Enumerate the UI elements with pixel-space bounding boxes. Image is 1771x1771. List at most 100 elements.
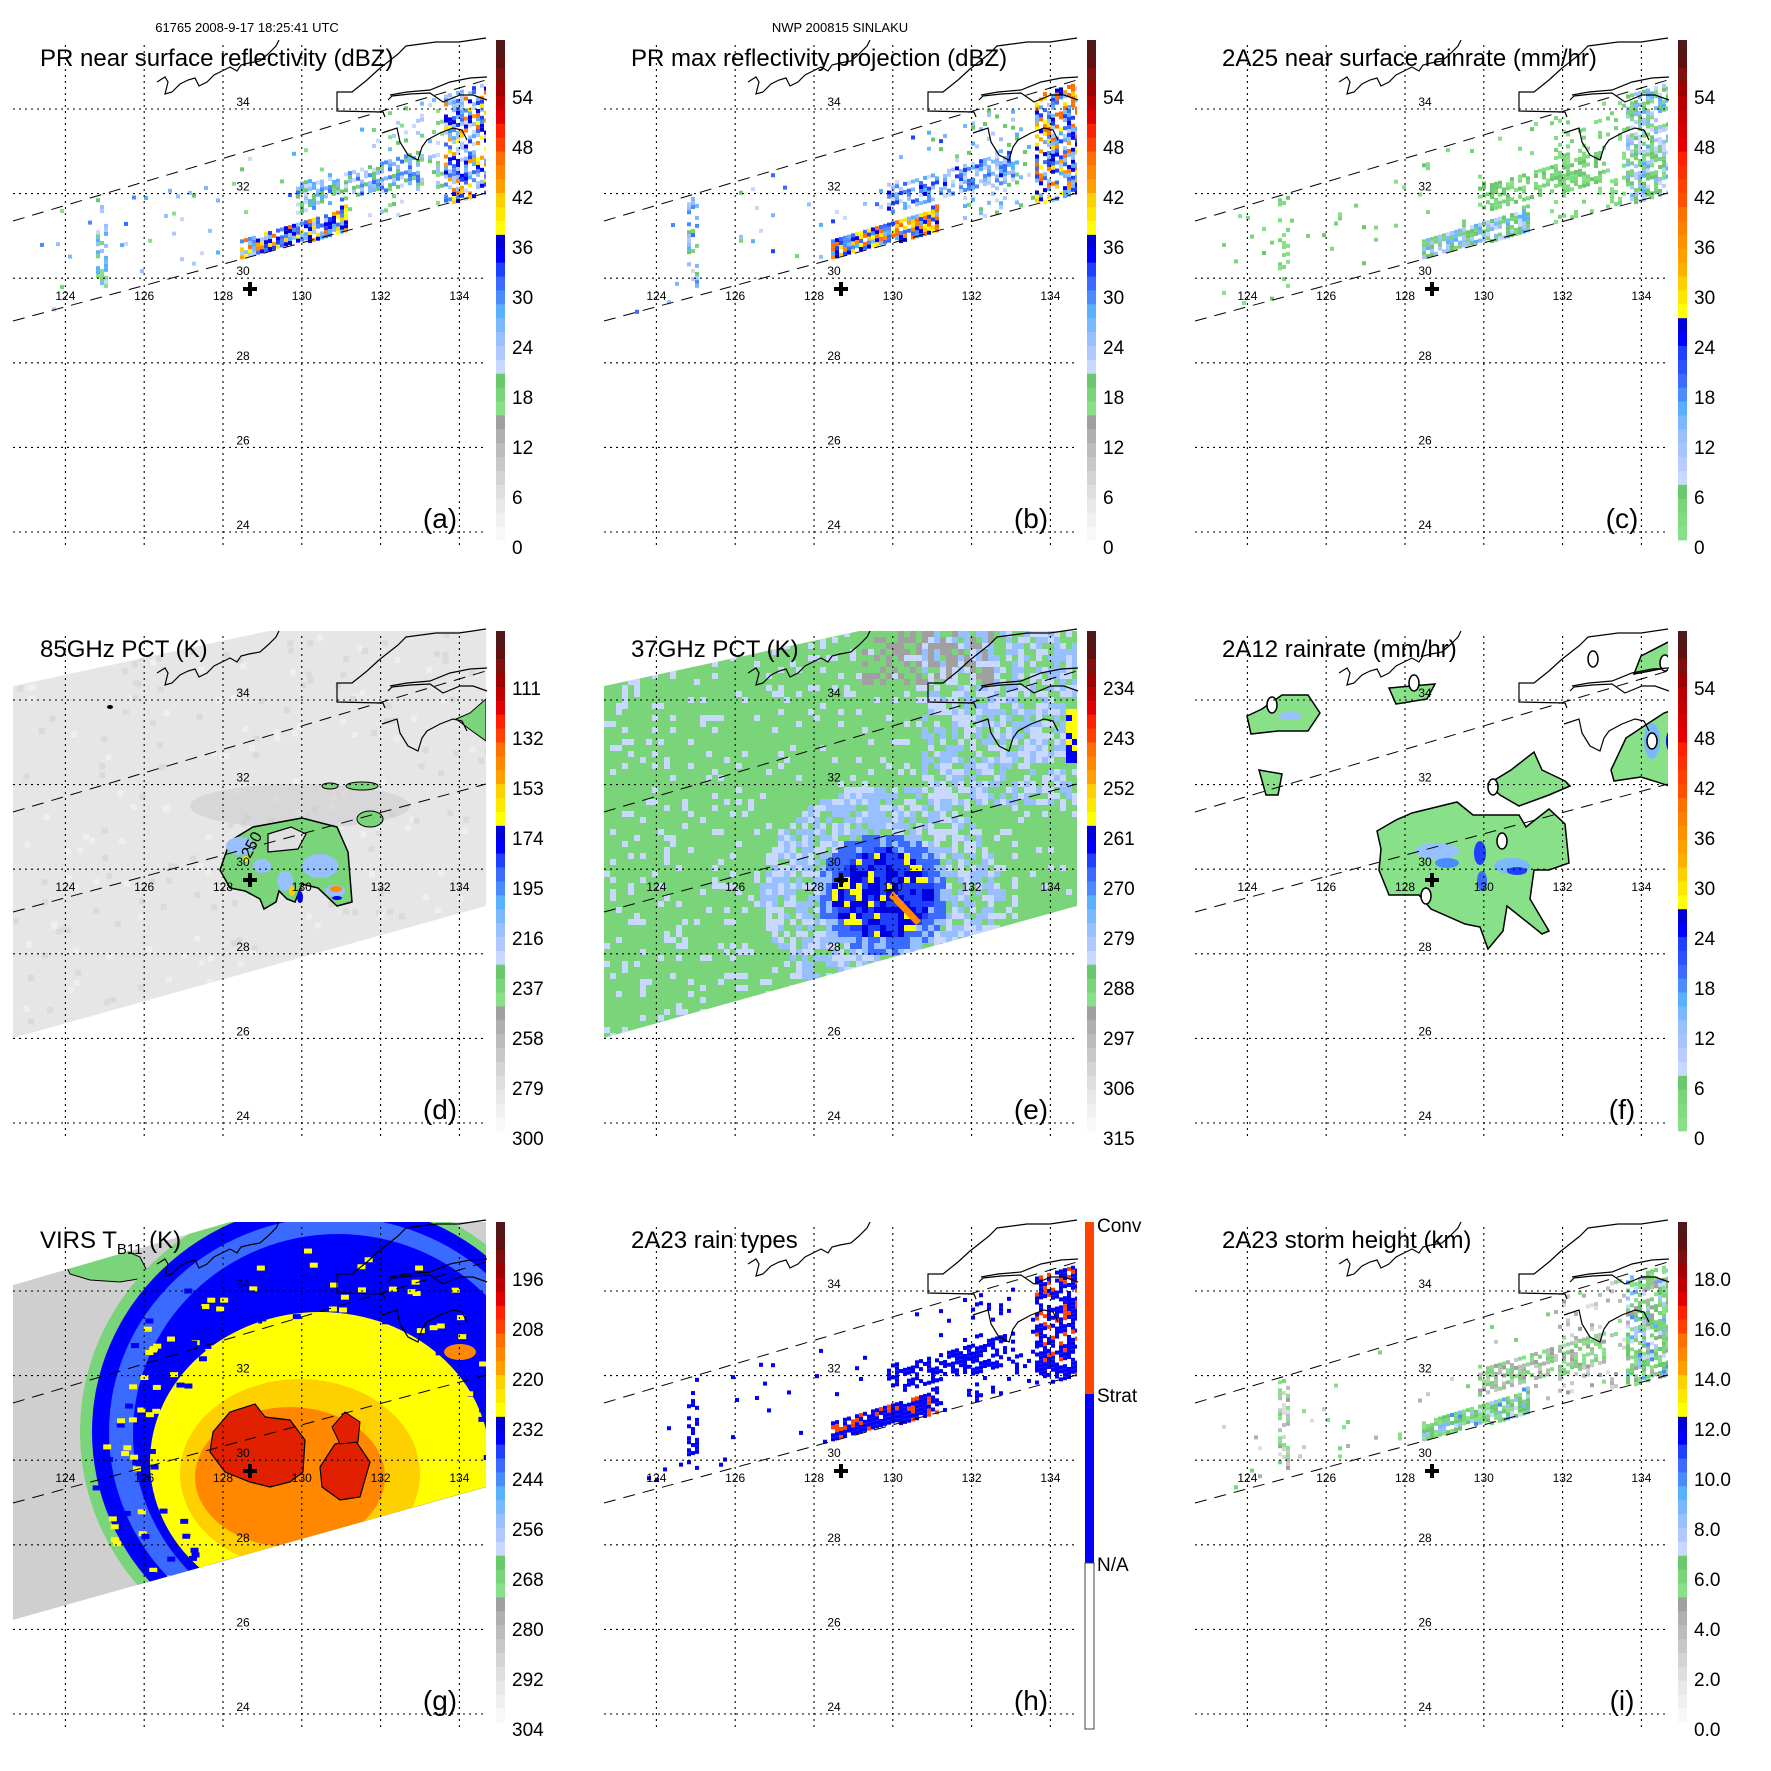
precip-pixel bbox=[875, 226, 879, 231]
tb-pixel bbox=[844, 817, 850, 823]
tb-pixel bbox=[435, 1581, 444, 1587]
lon-label: 128 bbox=[1395, 289, 1415, 303]
lon-label: 126 bbox=[1316, 880, 1336, 894]
precip-pixel bbox=[1662, 155, 1666, 160]
tb-pixel bbox=[676, 925, 682, 931]
tb-pixel bbox=[910, 811, 916, 817]
precip-pixel bbox=[380, 181, 384, 186]
precip-pixel bbox=[340, 221, 344, 226]
tb-pixel bbox=[1066, 649, 1072, 655]
precip-pixel bbox=[1047, 162, 1051, 167]
precip-pixel bbox=[480, 127, 484, 132]
tb-pixel bbox=[64, 848, 71, 855]
precip-pixel bbox=[1634, 108, 1638, 113]
colorbar-step bbox=[1087, 950, 1096, 965]
precip-pixel bbox=[923, 183, 927, 188]
tb-pixel bbox=[413, 1638, 421, 1643]
tb-pixel bbox=[892, 859, 898, 865]
tb-pixel bbox=[1048, 721, 1054, 727]
precip-pixel bbox=[887, 202, 891, 207]
tb-pixel bbox=[1000, 829, 1006, 835]
tb-pixel bbox=[898, 895, 904, 901]
tb-pixel bbox=[928, 895, 934, 901]
precip-pixel bbox=[655, 1477, 659, 1482]
tb-pixel bbox=[868, 919, 874, 925]
colorbar-step bbox=[1678, 992, 1687, 1007]
tb-pixel bbox=[868, 871, 874, 877]
tb-pixel bbox=[994, 781, 1000, 787]
tb-pixel bbox=[296, 723, 303, 730]
precip-pixel bbox=[1558, 142, 1562, 147]
tb-pixel bbox=[910, 769, 916, 775]
heavy-rain-patch bbox=[1474, 841, 1486, 865]
coastline bbox=[389, 76, 488, 96]
tb-pixel bbox=[892, 841, 898, 847]
precip-pixel bbox=[859, 230, 863, 235]
tb-pixel bbox=[832, 937, 838, 943]
tb-pixel bbox=[838, 967, 844, 973]
tb-pixel bbox=[838, 709, 844, 715]
precip-pixel bbox=[280, 227, 284, 232]
tb-pixel bbox=[1060, 727, 1066, 733]
precip-pixel bbox=[991, 191, 995, 196]
tb-pixel bbox=[868, 991, 874, 997]
precip-pixel bbox=[104, 255, 108, 260]
tb-pixel bbox=[850, 793, 856, 799]
tb-pixel bbox=[1072, 727, 1077, 733]
colorbar-step bbox=[1678, 700, 1687, 715]
tb-pixel bbox=[276, 1015, 283, 1022]
precip-pixel bbox=[1067, 148, 1071, 153]
tb-pixel bbox=[982, 673, 988, 679]
lat-label: 28 bbox=[827, 940, 841, 954]
tb-pixel bbox=[772, 853, 778, 859]
tb-pixel bbox=[898, 943, 904, 949]
coastlines bbox=[747, 628, 1079, 752]
precip-pixel bbox=[695, 1417, 699, 1422]
lon-label: 126 bbox=[725, 289, 745, 303]
precip-pixel bbox=[915, 202, 919, 207]
tb-pixel bbox=[982, 931, 988, 937]
precip-pixel bbox=[320, 195, 324, 200]
precip-pixel bbox=[460, 185, 464, 190]
tb-pixel bbox=[868, 649, 874, 655]
coastline bbox=[1571, 76, 1670, 96]
precip-pixel bbox=[308, 187, 312, 192]
tb-pixel bbox=[958, 913, 964, 919]
precip-pixel bbox=[388, 203, 392, 208]
precip-pixel bbox=[352, 185, 356, 190]
precip-pixel bbox=[1598, 186, 1602, 191]
tb-pixel bbox=[640, 919, 646, 925]
tb-pixel bbox=[442, 657, 449, 664]
precip-pixel bbox=[1462, 223, 1466, 228]
precip-pixel bbox=[252, 235, 256, 240]
colorbar-step bbox=[1678, 470, 1687, 485]
precip-pixel bbox=[1250, 234, 1254, 239]
precip-pixel bbox=[835, 1428, 839, 1433]
tb-pixel bbox=[886, 937, 892, 943]
tb-pixel bbox=[718, 715, 724, 721]
colorbar-step bbox=[1678, 262, 1687, 277]
precip-pixel bbox=[1562, 173, 1566, 178]
tb-pixel bbox=[131, 661, 138, 668]
tb-pixel bbox=[952, 691, 958, 697]
tb-pixel bbox=[712, 769, 718, 775]
tb-pixel bbox=[928, 877, 934, 883]
tb-pixel bbox=[760, 895, 766, 901]
precip-pixel bbox=[1063, 150, 1067, 155]
tb-pixel bbox=[796, 961, 802, 967]
precip-pixel bbox=[472, 154, 476, 159]
panel-e: 34 32 30 28 26 24 124 126 128 130 132 134 37GHz PCT … bbox=[591, 591, 1182, 1182]
precip-pixel bbox=[887, 194, 891, 199]
precip-pixel bbox=[1630, 101, 1634, 106]
tb-pixel bbox=[724, 919, 730, 925]
precip-pixel bbox=[464, 188, 468, 193]
precip-pixel bbox=[312, 221, 316, 226]
tb-pixel bbox=[141, 1533, 150, 1539]
precip-pixel bbox=[1614, 190, 1618, 195]
tb-pixel bbox=[856, 919, 862, 925]
precip-pixel bbox=[1662, 87, 1666, 92]
precip-pixel bbox=[915, 198, 919, 203]
precip-pixel bbox=[971, 189, 975, 194]
tb-pixel bbox=[658, 1045, 664, 1051]
tb-pixel bbox=[850, 949, 856, 955]
